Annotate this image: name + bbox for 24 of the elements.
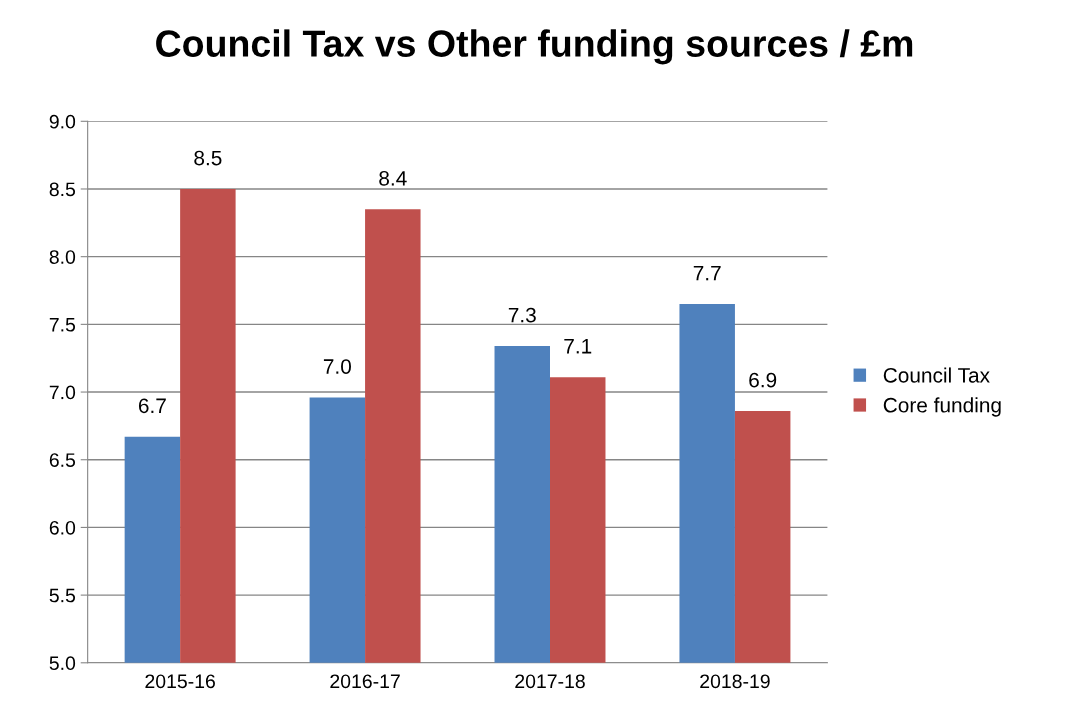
y-tick-label: 7.0 [49, 385, 76, 400]
x-tick-label: 2016-17 [330, 674, 400, 689]
legend-label: Council Tax [883, 367, 990, 383]
chart-title: Council Tax vs Other funding sources / £m [156, 29, 913, 65]
data-label: 7.1 [564, 339, 592, 354]
data-label: 8.5 [194, 150, 222, 166]
y-tick-label: 7.5 [49, 318, 76, 332]
x-tick-label: 2018-19 [700, 674, 770, 689]
y-tick-label: 6.5 [49, 453, 76, 467]
data-label: 7.7 [693, 265, 721, 281]
data-label: 7.0 [323, 359, 351, 374]
legend-label: Core funding [883, 397, 1001, 417]
y-tick-label: 9.0 [49, 114, 76, 129]
x-tick-label: 2017-18 [515, 674, 585, 689]
y-tick-label: 6.0 [49, 520, 76, 535]
data-label: 8.4 [379, 170, 407, 186]
x-tick-label: 2015-16 [145, 674, 215, 689]
y-tick-label: 5.0 [49, 656, 76, 671]
data-label: 6.9 [749, 372, 777, 388]
data-label: 7.3 [508, 307, 536, 323]
y-tick-label: 8.0 [49, 250, 76, 264]
data-label: 6.7 [138, 398, 166, 414]
y-tick-label: 5.5 [49, 588, 76, 603]
y-tick-label: 8.5 [49, 182, 76, 197]
